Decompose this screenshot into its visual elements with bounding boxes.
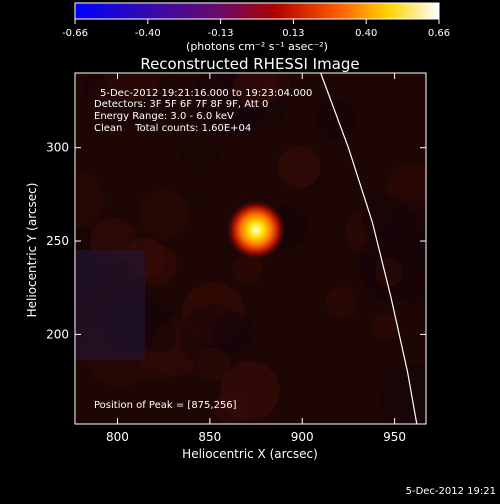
colorbar-tick-label: 0.66 (428, 28, 450, 39)
noise-blob (192, 73, 267, 137)
noise-blob (229, 73, 268, 111)
x-tick-label: 850 (198, 430, 221, 444)
noise-blob (249, 73, 290, 102)
noise-blob (136, 312, 177, 353)
noise-blob (84, 73, 130, 113)
y-tick-label: 200 (46, 327, 69, 341)
chart-title: Reconstructed RHESSI Image (140, 55, 359, 73)
noise-blob (220, 361, 280, 421)
noise-blob (100, 73, 174, 127)
x-tick-label: 800 (106, 430, 129, 444)
noise-blob (371, 313, 399, 340)
noise-blob (316, 100, 355, 139)
footer-date: 5-Dec-2012 19:21 (406, 486, 496, 497)
peak-position-label: Position of Peak = [875,256] (94, 400, 237, 411)
noise-blob (104, 73, 161, 102)
noise-blob (233, 73, 278, 108)
image-texture (75, 73, 426, 424)
noise-blob (180, 304, 245, 369)
noise-blob (278, 145, 321, 189)
x-tick-label: 950 (383, 430, 406, 444)
plot-frame (74, 72, 427, 425)
noise-blob (232, 254, 263, 285)
y-axis-label: Heliocentric Y (arcsec) (25, 183, 39, 318)
plot-area: 800 850 900 950 200 250 300 5-Dec-2012 19:21:… (46, 72, 427, 444)
annotation-energy-range: Energy Range: 3.0 - 6.0 keV (94, 111, 234, 122)
y-tick-label: 300 (46, 141, 69, 155)
annotation-clean-counts: Clean Total counts: 1.60E+04 (94, 123, 251, 134)
noise-blob (184, 181, 213, 210)
x-tick-label: 900 (291, 430, 314, 444)
noise-blob (75, 172, 105, 227)
noise-blob (406, 288, 426, 321)
colorbar-ticks: -0.66 -0.40 -0.13 0.13 0.40 0.66 (62, 19, 450, 39)
annotation-time-range: 5-Dec-2012 19:21:16.000 to 19:23:04.000 (100, 88, 312, 99)
colorbar-tick-label: 0.13 (282, 28, 304, 39)
x-axis-label: Heliocentric X (arcsec) (182, 447, 318, 461)
y-axis-ticks: 200 250 300 (46, 141, 426, 341)
colorbar-tick-label: -0.66 (62, 28, 88, 39)
noise-blob (137, 188, 189, 240)
annotation-detectors: Detectors: 3F 5F 6F 7F 8F 9F, Att 0 (94, 99, 268, 110)
colorbar-tick-label: -0.13 (208, 28, 234, 39)
noise-blob (325, 286, 357, 318)
x-axis-ticks: 800 850 900 950 (106, 73, 406, 444)
colorbar-tick-label: 0.40 (355, 28, 377, 39)
peak-source (226, 199, 287, 260)
purple-region (75, 250, 145, 360)
noise-blob (217, 73, 288, 136)
colorbar-units: (photons cm⁻² s⁻¹ asec⁻²) (186, 40, 328, 53)
noise-blob (87, 80, 121, 114)
colorbar-tick-label: -0.40 (135, 28, 161, 39)
noise-blob (180, 134, 220, 174)
noise-blob (380, 363, 426, 424)
colorbar: -0.66 -0.40 -0.13 0.13 0.40 0.66 (photons cm⁻… (62, 2, 450, 53)
colorbar-gradient (74, 2, 440, 20)
solar-limb-curve (320, 73, 418, 424)
noise-blob (212, 311, 255, 354)
noise-blob (358, 226, 426, 302)
noise-blob (197, 347, 231, 381)
noise-blob (374, 258, 403, 287)
y-tick-label: 250 (46, 234, 69, 248)
noise-blob (139, 348, 173, 381)
